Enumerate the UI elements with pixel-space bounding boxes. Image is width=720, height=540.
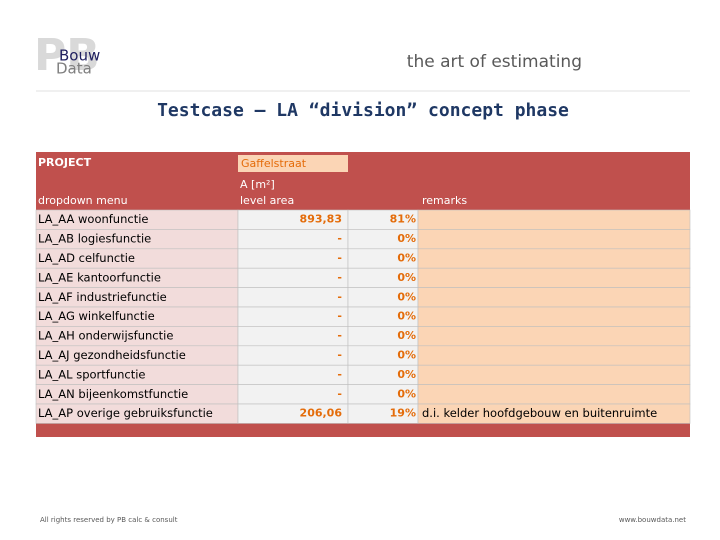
logo-bottom: Data: [56, 60, 92, 78]
cell: [417, 229, 691, 250]
row-share: 0%: [397, 271, 416, 284]
row-area: -: [337, 310, 342, 323]
cell: [237, 248, 349, 269]
cell: [417, 209, 691, 230]
logo-mark: PB: [34, 30, 100, 81]
area-header: level area: [240, 194, 294, 207]
row-remark: d.i. kelder hoofdgebouw en buitenruimte: [422, 406, 657, 420]
row-label: LA_AE kantoorfunctie: [38, 270, 161, 284]
row-area: -: [337, 252, 342, 265]
row-area: -: [337, 329, 342, 342]
row-label: LA_AP overige gebruiksfunctie: [38, 406, 213, 420]
copyright: All rights reserved by PB calc & consult: [40, 516, 178, 524]
slide-title: Testcase – LA “division” concept phase: [157, 100, 569, 121]
cell: [417, 364, 691, 385]
row-share: 0%: [397, 349, 416, 362]
row-label: LA_AN bijeenkomstfunctie: [38, 387, 188, 401]
row-area: -: [337, 290, 342, 303]
cell: [417, 267, 691, 288]
remarks-header: remarks: [422, 194, 467, 207]
row-label: LA_AB logiesfunctie: [38, 232, 151, 246]
row-area: 206,06: [300, 407, 343, 420]
row-share: 0%: [397, 252, 416, 265]
table-rows: LA_AA woonfunctie 893,83 81% LA_AB logiesfu…: [35, 209, 691, 424]
cell: [417, 287, 691, 308]
row-label: LA_AH onderwijsfunctie: [38, 329, 173, 343]
footer-url: www.bouwdata.net: [619, 516, 686, 524]
row-area: -: [337, 271, 342, 284]
row-area: -: [337, 232, 342, 245]
cell: [237, 326, 349, 347]
cell: [237, 306, 349, 327]
project-cell: [238, 155, 348, 172]
project-label: PROJECT: [38, 156, 92, 169]
cell: [417, 384, 691, 405]
row-label: LA_AJ gezondheidsfunctie: [38, 348, 186, 362]
cell: [417, 326, 691, 347]
row-label: LA_AA woonfunctie: [38, 212, 149, 226]
cell: [417, 403, 691, 424]
row-share: 19%: [390, 407, 416, 420]
cell: [237, 287, 349, 308]
cell: [237, 364, 349, 385]
row-area: 893,83: [300, 213, 342, 226]
row-share: 0%: [397, 290, 416, 303]
row-label: LA_AD celfunctie: [38, 251, 135, 265]
row-share: 0%: [397, 368, 416, 381]
cell: [417, 345, 691, 366]
tagline: the art of estimating: [407, 52, 582, 72]
row-label: LA_AG winkelfunctie: [38, 309, 155, 323]
row-label: LA_AL sportfunctie: [38, 367, 146, 381]
row-area: -: [337, 368, 342, 381]
row-share: 81%: [390, 213, 416, 226]
cell: [417, 248, 691, 269]
cell: [237, 384, 349, 405]
logo-top: Bouw: [59, 47, 100, 65]
project-value: Gaffelstraat: [241, 157, 307, 170]
row-share: 0%: [397, 310, 416, 323]
row-area: -: [337, 349, 342, 362]
row-share: 0%: [397, 329, 416, 342]
area-unit: A [m²]: [240, 178, 275, 191]
cell: [237, 345, 349, 366]
cell: [237, 229, 349, 250]
row-share: 0%: [397, 387, 416, 400]
row-share: 0%: [397, 232, 416, 245]
row-area: -: [337, 387, 342, 400]
cell: [417, 306, 691, 327]
dropdown-header: dropdown menu: [38, 194, 128, 207]
cell: [237, 267, 349, 288]
row-label: LA_AF industriefunctie: [38, 290, 167, 304]
